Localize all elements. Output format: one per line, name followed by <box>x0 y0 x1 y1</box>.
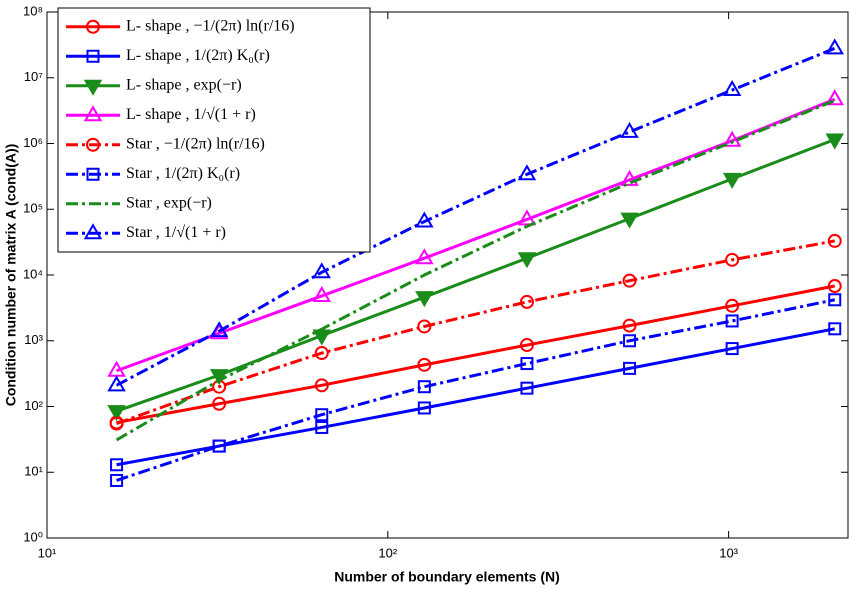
marker <box>315 408 329 422</box>
marker <box>415 291 434 308</box>
marker <box>417 380 431 394</box>
marker <box>828 322 842 336</box>
y-tick-label: 10⁰ <box>23 529 43 544</box>
marker <box>519 294 534 309</box>
marker <box>620 121 639 138</box>
x-tick-label: 10² <box>378 545 397 560</box>
series-line <box>116 239 836 425</box>
marker <box>212 439 226 453</box>
marker <box>825 38 844 55</box>
marker <box>415 211 434 228</box>
legend-box <box>57 7 371 253</box>
legend-label: Star , −1/(2π) ln(r/16) <box>126 135 265 152</box>
marker <box>315 420 329 434</box>
marker <box>86 167 100 181</box>
legend-label: Star , 1/√(1 + r) <box>126 224 226 241</box>
marker <box>312 262 331 279</box>
marker <box>825 133 844 150</box>
marker <box>86 137 100 152</box>
x-tick-label: 10³ <box>719 545 738 560</box>
series-line <box>116 298 836 482</box>
marker <box>827 233 842 248</box>
x-axis-label: Number of boundary elements (N) <box>334 569 560 585</box>
marker <box>623 361 637 375</box>
x-tick-label: 10¹ <box>38 545 57 560</box>
marker <box>415 248 434 265</box>
marker <box>620 169 639 186</box>
marker <box>620 212 639 229</box>
marker <box>825 89 844 106</box>
series-line <box>116 284 836 425</box>
y-tick-label: 10⁶ <box>23 135 43 150</box>
legend-label: L- shape , −1/(2π) ln(r/16) <box>126 17 295 34</box>
legend-label: L- shape , exp(−r) <box>126 76 242 93</box>
marker <box>520 381 534 395</box>
marker <box>83 223 103 240</box>
legend-label: L- shape , 1/(2π) K₀(r) <box>126 47 270 64</box>
marker <box>83 105 103 122</box>
marker <box>725 298 740 313</box>
marker <box>110 473 124 487</box>
legend-label: Star , exp(−r) <box>126 194 212 211</box>
marker <box>83 79 103 96</box>
marker <box>722 80 742 97</box>
marker <box>622 273 637 288</box>
marker <box>520 357 534 371</box>
marker <box>417 319 432 334</box>
marker <box>314 346 329 361</box>
y-tick-label: 10³ <box>24 332 43 347</box>
marker <box>725 252 740 267</box>
marker <box>209 323 229 340</box>
marker <box>828 293 842 307</box>
marker <box>110 458 124 472</box>
y-tick-label: 10¹ <box>24 464 43 479</box>
series-line <box>116 97 836 373</box>
marker <box>517 209 537 226</box>
marker <box>725 342 739 356</box>
marker <box>417 401 431 415</box>
y-tick-label: 10⁴ <box>23 266 43 281</box>
marker <box>622 318 637 333</box>
legend-label: Star , 1/(2π) K₀(r) <box>126 165 240 182</box>
marker <box>86 49 100 63</box>
marker <box>86 19 100 34</box>
series-line <box>116 138 836 413</box>
y-tick-label: 10² <box>24 398 43 413</box>
y-axis-label: Condition number of matrix A (cond(A)) <box>3 144 19 407</box>
marker <box>107 405 126 422</box>
marker <box>722 172 742 189</box>
marker <box>209 321 229 338</box>
y-tick-label: 10⁵ <box>23 201 43 216</box>
marker <box>107 375 126 392</box>
marker <box>517 164 537 181</box>
legend-label: L- shape , 1/√(1 + r) <box>126 106 256 123</box>
marker <box>827 279 842 294</box>
marker <box>517 252 537 269</box>
marker <box>725 314 739 328</box>
y-tick-label: 10⁷ <box>24 69 43 84</box>
series-line <box>116 327 836 467</box>
marker <box>212 396 227 411</box>
marker <box>623 334 637 348</box>
marker <box>722 130 742 147</box>
marker <box>209 369 229 386</box>
marker <box>109 416 124 431</box>
marker <box>519 338 534 353</box>
y-tick-label: 10⁸ <box>23 3 43 18</box>
legend: L- shape , −1/(2π) ln(r/16) L- shape , 1/… <box>57 7 371 253</box>
marker <box>417 357 432 372</box>
marker <box>312 285 331 302</box>
marker <box>314 378 329 393</box>
